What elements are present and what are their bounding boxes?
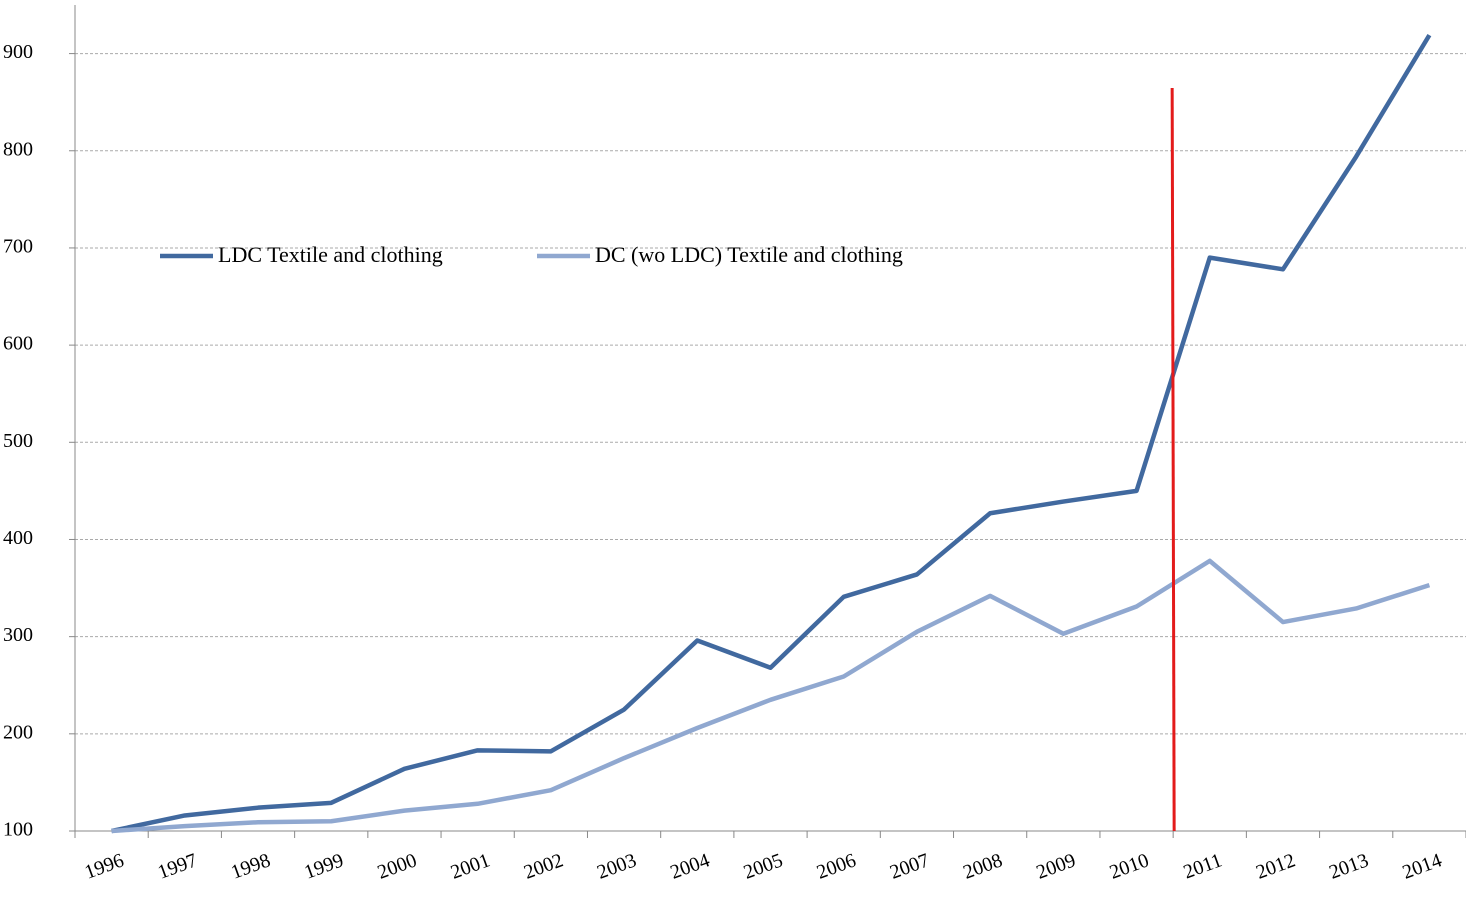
legend-label: DC (wo LDC) Textile and clothing [595,242,903,267]
x-tick-label: 2010 [1107,849,1152,883]
x-tick-label: 2013 [1326,849,1371,883]
x-tick-label: 2007 [887,849,932,883]
x-tick-label: 2003 [594,849,639,883]
data-line [111,33,1432,834]
y-tick-label: 700 [3,236,33,258]
x-tick-label: 1997 [155,849,200,883]
y-tick-label: 200 [3,721,33,743]
marker-line [1170,87,1176,832]
y-tick-label: 300 [3,624,33,646]
legend-label: LDC Textile and clothing [218,242,443,267]
y-tick-label: 100 [3,819,33,841]
x-tick-label: 2009 [1034,849,1079,883]
x-tick-label: 2002 [521,849,566,883]
data-line [111,558,1431,834]
x-tick-label: 2005 [741,849,786,883]
x-tick-label: 2012 [1253,849,1298,883]
x-tick-label: 2000 [375,849,420,883]
x-tick-label: 1999 [301,849,346,883]
x-tick-label: 2001 [448,849,493,883]
x-tick-label: 2006 [814,849,859,883]
x-tick-label: 2011 [1181,849,1225,883]
y-tick-label: 900 [3,41,33,63]
y-tick-label: 600 [3,333,33,355]
x-tick-label: 2014 [1400,849,1445,883]
x-tick-label: 1996 [82,849,127,883]
y-tick-label: 400 [3,527,33,549]
y-tick-label: 500 [3,430,33,452]
x-tick-label: 2004 [667,849,712,883]
x-tick-label: 2008 [960,849,1005,883]
x-tick-label: 1998 [228,849,273,883]
y-tick-label: 800 [3,138,33,160]
